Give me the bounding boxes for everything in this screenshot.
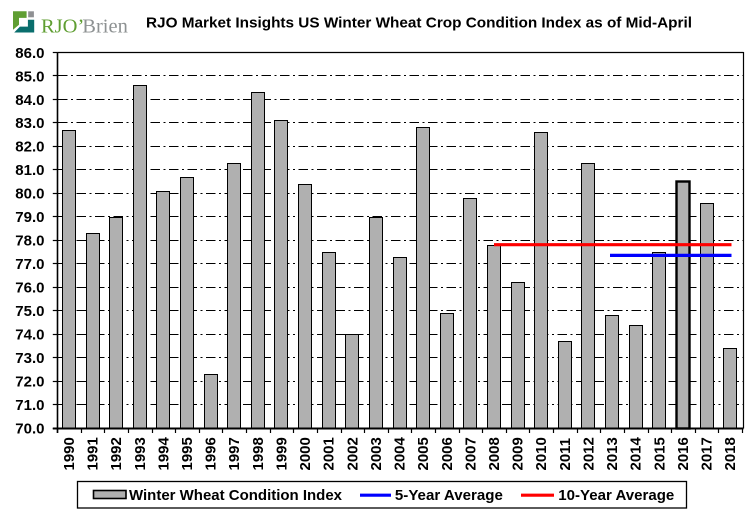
svg-text:1999: 1999 [274,437,291,470]
svg-text:2008: 2008 [486,437,503,470]
svg-text:1990: 1990 [61,437,78,470]
svg-text:2018: 2018 [722,437,739,470]
svg-text:2014: 2014 [628,436,645,470]
svg-text:1994: 1994 [155,436,172,470]
svg-text:2006: 2006 [439,437,456,470]
svg-text:77.0: 77.0 [15,256,44,273]
svg-text:82.0: 82.0 [15,139,44,156]
svg-text:2004: 2004 [392,436,409,470]
svg-text:76.0: 76.0 [15,280,44,297]
svg-text:81.0: 81.0 [15,162,44,179]
svg-text:2003: 2003 [368,437,385,470]
svg-text:2016: 2016 [675,437,692,470]
svg-text:75.0: 75.0 [15,303,44,320]
svg-text:5-Year Average: 5-Year Average [395,487,503,504]
svg-text:Winter Wheat Condition Index: Winter Wheat Condition Index [129,487,343,504]
svg-text:RJO Market Insights US Winter: RJO Market Insights US Winter Wheat Crop… [146,14,692,31]
svg-text:1991: 1991 [85,437,102,470]
svg-text:1995: 1995 [179,437,196,470]
svg-text:2005: 2005 [415,437,432,470]
svg-text:2000: 2000 [297,437,314,470]
svg-text:2009: 2009 [510,437,527,470]
svg-text:79.0: 79.0 [15,209,44,226]
svg-text:2007: 2007 [462,437,479,470]
svg-text:1993: 1993 [132,437,149,470]
svg-text:2017: 2017 [699,437,716,470]
svg-text:73.0: 73.0 [15,350,44,367]
svg-text:2002: 2002 [344,437,361,470]
svg-text:1998: 1998 [250,437,267,470]
svg-text:85.0: 85.0 [15,68,44,85]
svg-text:2015: 2015 [651,437,668,470]
svg-text:1992: 1992 [108,437,125,470]
svg-text:83.0: 83.0 [15,115,44,132]
svg-text:2011: 2011 [557,438,574,471]
svg-text:71.0: 71.0 [15,397,44,414]
svg-text:2012: 2012 [581,437,598,470]
svg-text:2010: 2010 [533,437,550,470]
svg-text:80.0: 80.0 [15,186,44,203]
svg-text:72.0: 72.0 [15,374,44,391]
svg-text:1996: 1996 [203,437,220,470]
svg-text:10-Year Average: 10-Year Average [558,487,674,504]
svg-text:70.0: 70.0 [15,421,44,438]
svg-text:2001: 2001 [321,437,338,470]
svg-text:1997: 1997 [226,437,243,470]
svg-text:86.0: 86.0 [15,45,44,62]
svg-text:74.0: 74.0 [15,327,44,344]
svg-text:RJO’Brien: RJO’Brien [41,16,128,38]
svg-text:2013: 2013 [604,437,621,470]
svg-text:78.0: 78.0 [15,233,44,250]
svg-text:84.0: 84.0 [15,92,44,109]
